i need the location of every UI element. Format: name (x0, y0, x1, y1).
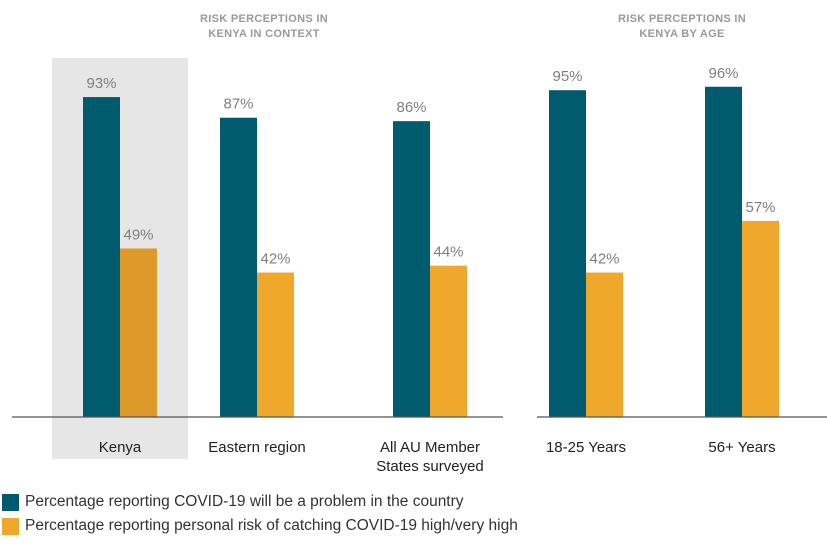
value-label-56-years-problem: 96% (708, 65, 738, 82)
bar-all-au-member-states-surveyed-problem (393, 121, 430, 417)
category-label-all-au-member-states-surveyed-line1: All AU Member (380, 439, 480, 456)
category-label-eastern-region: Eastern region (208, 439, 306, 456)
value-label-56-years-personal-risk: 57% (745, 199, 775, 216)
legend-item-personal-risk: Percentage reporting personal risk of ca… (2, 514, 518, 538)
legend-item-problem: Percentage reporting COVID-19 will be a … (2, 490, 518, 514)
bar-all-au-member-states-surveyed-personal-risk (430, 265, 467, 417)
legend-label-problem: Percentage reporting COVID-19 will be a … (25, 493, 464, 510)
panel-title-context-line1: RISK PERCEPTIONS IN (200, 13, 328, 25)
category-label-18-25-years: 18-25 Years (546, 439, 626, 456)
legend: Percentage reporting COVID-19 will be a … (2, 490, 518, 538)
value-label-eastern-region-problem: 87% (223, 96, 253, 113)
bar-56-years-problem (705, 86, 742, 417)
panel-title-age-line2: KENYA BY AGE (639, 28, 724, 40)
panel-title-age-line1: RISK PERCEPTIONS IN (618, 13, 746, 25)
panel-title-context-line2: KENYA IN CONTEXT (208, 28, 320, 40)
value-label-18-25-years-problem: 95% (552, 68, 582, 85)
value-label-eastern-region-personal-risk: 42% (260, 251, 290, 268)
category-label-kenya: Kenya (99, 439, 142, 456)
bar-kenya-problem (83, 97, 120, 417)
bar-eastern-region-personal-risk (257, 272, 294, 417)
bar-kenya-personal-risk (120, 248, 157, 417)
value-label-kenya-personal-risk: 49% (123, 226, 153, 243)
legend-swatch-personal-risk (2, 517, 19, 535)
bar-18-25-years-personal-risk (586, 272, 623, 417)
category-label-all-au-member-states-surveyed-line2: States surveyed (376, 458, 484, 475)
value-label-all-au-member-states-surveyed-problem: 86% (396, 99, 426, 116)
age-panel: RISK PERCEPTIONS IN KENYA BY AGE (618, 13, 746, 40)
bar-eastern-region-problem (220, 117, 257, 417)
category-label-56-years: 56+ Years (708, 439, 775, 456)
bar-56-years-personal-risk (742, 220, 779, 417)
legend-label-personal-risk: Percentage reporting personal risk of ca… (25, 517, 518, 534)
bar-18-25-years-problem (549, 90, 586, 417)
legend-swatch-problem (2, 493, 19, 511)
value-label-18-25-years-personal-risk: 42% (589, 251, 619, 268)
value-label-all-au-member-states-surveyed-personal-risk: 44% (433, 244, 463, 261)
value-label-kenya-problem: 93% (86, 75, 116, 92)
bar-chart: RISK PERCEPTIONS IN KENYA IN CONTEXT RIS… (12, 13, 827, 475)
context-panel: RISK PERCEPTIONS IN KENYA IN CONTEXT (200, 13, 328, 40)
